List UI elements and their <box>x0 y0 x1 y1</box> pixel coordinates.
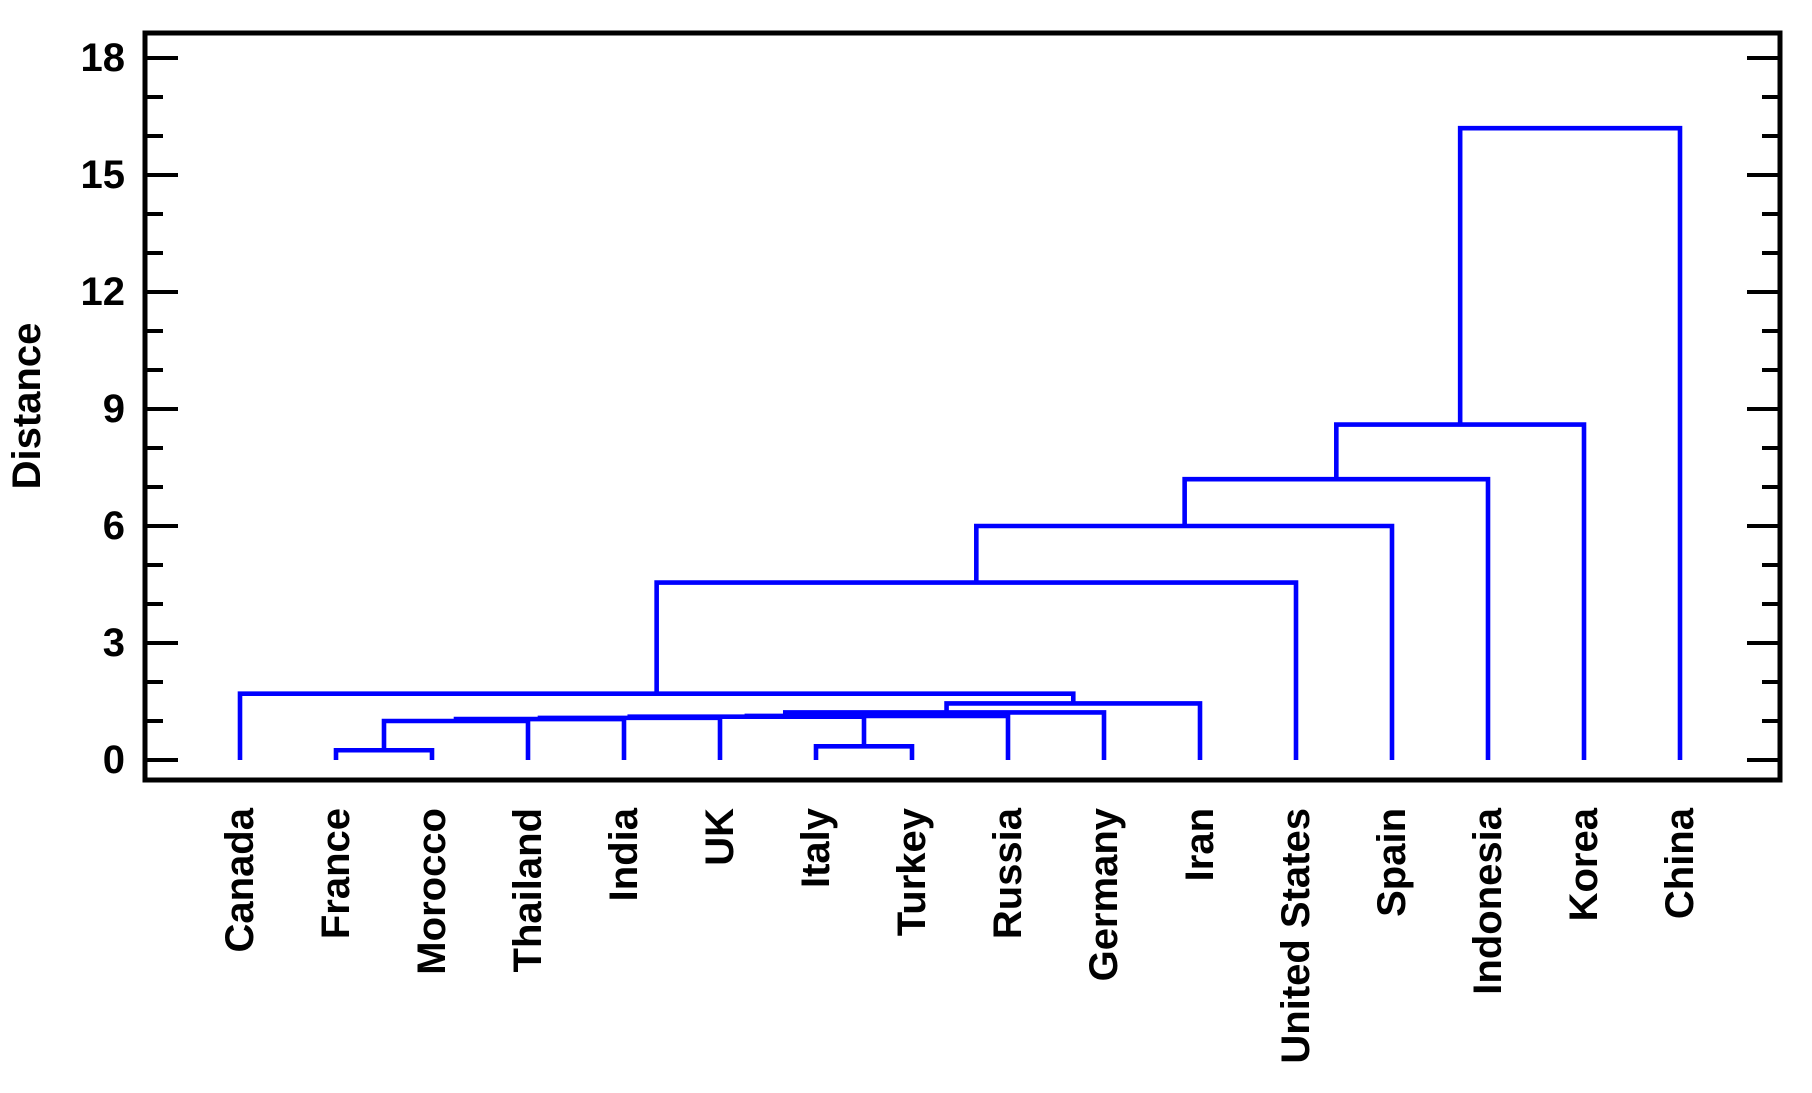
leaf-label-thailand: Thailand <box>506 808 550 972</box>
y-tick-label: 0 <box>103 738 125 782</box>
leaf-label-spain: Spain <box>1370 808 1414 917</box>
dendrogram-link <box>453 716 627 760</box>
leaf-label-iran: Iran <box>1178 808 1222 881</box>
y-tick-label: 6 <box>103 504 125 548</box>
y-axis-title: Distance <box>5 323 49 490</box>
leaf-label-korea: Korea <box>1562 807 1606 921</box>
y-tick-label: 12 <box>81 270 126 314</box>
leaf-label-uk: UK <box>698 808 742 866</box>
dendrogram-link <box>1457 125 1683 760</box>
dendrogram-link <box>333 747 435 760</box>
leaf-label-turkey: Turkey <box>890 807 934 936</box>
dendrogram-link <box>1182 476 1491 760</box>
dendrogram-link <box>974 523 1395 760</box>
dendrogram-link <box>627 714 867 747</box>
dendrogram-link <box>381 718 531 760</box>
leaf-label-france: France <box>314 808 358 939</box>
dendrogram-link <box>744 713 1011 760</box>
dendrogram-link <box>537 715 723 760</box>
dendrogram-link <box>782 710 1107 760</box>
leaf-label-india: India <box>602 807 646 901</box>
leaf-label-united-states: United States <box>1274 808 1318 1064</box>
leaf-label-indonesia: Indonesia <box>1466 807 1510 994</box>
leaf-label-germany: Germany <box>1082 807 1126 981</box>
plot-frame <box>142 30 1783 783</box>
leaf-label-morocco: Morocco <box>410 808 454 975</box>
dendrogram-link <box>1334 422 1587 760</box>
leaf-label-canada: Canada <box>218 807 262 952</box>
y-tick-label: 18 <box>81 36 126 80</box>
leaf-label-italy: Italy <box>794 807 838 888</box>
dendrogram-link <box>813 744 915 760</box>
leaf-label-russia: Russia <box>986 807 1030 939</box>
leaf-label-china: China <box>1658 807 1702 919</box>
y-tick-label: 15 <box>81 153 126 197</box>
y-tick-label: 3 <box>103 621 125 665</box>
y-tick-label: 9 <box>103 387 125 431</box>
